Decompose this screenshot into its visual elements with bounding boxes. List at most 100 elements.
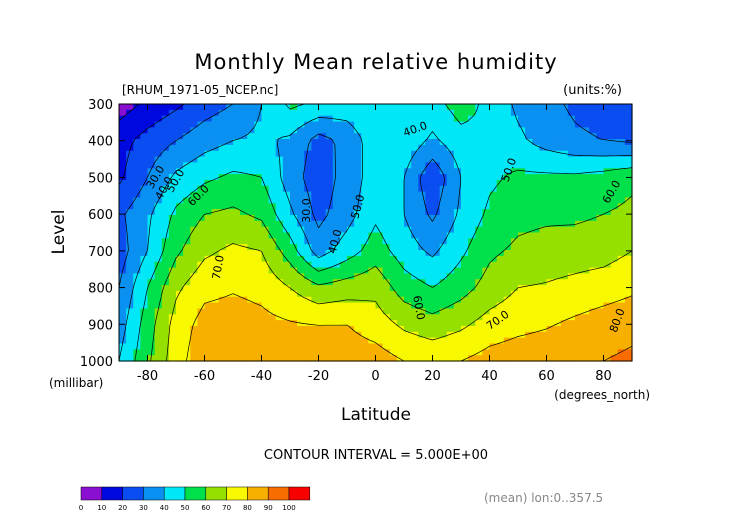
- heatmap-cell: [489, 343, 498, 350]
- heatmap-cell: [482, 267, 491, 274]
- heatmap-cell: [503, 261, 512, 269]
- heatmap-cell: [411, 197, 419, 204]
- chart-title: Monthly Mean relative humidity: [194, 50, 557, 74]
- heatmap-cell: [503, 220, 512, 228]
- heatmap-cell: [525, 150, 533, 158]
- heatmap-cell: [453, 168, 462, 175]
- heatmap-cell: [418, 226, 426, 234]
- colorbar-label: 100: [282, 504, 295, 512]
- heatmap-cell: [332, 238, 341, 245]
- heatmap-cell: [453, 191, 462, 199]
- heatmap-cell: [582, 168, 590, 175]
- heatmap-cell: [475, 255, 483, 263]
- heatmap-cell: [254, 185, 263, 193]
- heatmap-cell: [261, 273, 270, 280]
- heatmap-cell: [425, 261, 434, 269]
- heatmap-cell: [596, 232, 605, 239]
- heatmap-cell: [567, 191, 576, 199]
- heatmap-cell: [589, 296, 597, 304]
- heatmap-cell: [518, 203, 526, 210]
- heatmap-cell: [432, 162, 441, 169]
- heatmap-cell: [496, 273, 505, 280]
- heatmap-cell: [375, 285, 384, 292]
- heatmap-cell: [325, 162, 334, 169]
- heatmap-cell: [290, 325, 298, 333]
- heatmap-cell: [589, 320, 597, 327]
- heatmap-cell: [582, 302, 590, 310]
- heatmap-cell: [176, 261, 184, 269]
- heatmap-cell: [240, 104, 248, 111]
- colorbar-swatch: [205, 486, 227, 501]
- heatmap-cell: [496, 285, 505, 292]
- heatmap-cell: [510, 115, 519, 123]
- heatmap-cell: [254, 150, 263, 158]
- heatmap-cell: [425, 127, 434, 134]
- heatmap-cell: [446, 308, 455, 315]
- heatmap-cell: [510, 285, 519, 292]
- heatmap-cell: [282, 115, 291, 123]
- heatmap-cell: [361, 302, 369, 310]
- heatmap-cell: [297, 220, 305, 228]
- heatmap-cell: [275, 232, 284, 239]
- heatmap-cell: [304, 255, 312, 263]
- heatmap-cell: [525, 238, 533, 245]
- heatmap-cell: [453, 296, 462, 304]
- y-tick-label: 1000: [80, 355, 113, 370]
- heatmap-cell: [240, 127, 248, 134]
- heatmap-cell: [453, 267, 462, 274]
- heatmap-cell: [518, 127, 526, 134]
- heatmap-cell: [282, 273, 291, 280]
- heatmap-cell: [247, 355, 255, 362]
- heatmap-cell: [532, 238, 540, 245]
- heatmap-cell: [218, 314, 227, 321]
- heatmap-cell: [589, 127, 597, 134]
- heatmap-cell: [311, 343, 320, 350]
- heatmap-cell: [567, 174, 576, 181]
- heatmap-cell: [453, 244, 462, 251]
- heatmap-cell: [553, 109, 562, 117]
- heatmap-cell: [404, 168, 412, 175]
- heatmap-cell: [553, 331, 562, 339]
- heatmap-cell: [589, 232, 597, 239]
- heatmap-cell: [375, 250, 384, 257]
- heatmap-cell: [553, 255, 562, 263]
- heatmap-cell: [610, 343, 619, 350]
- heatmap-cell: [468, 104, 476, 111]
- heatmap-cell: [225, 267, 234, 274]
- colorbar-swatch: [80, 486, 103, 501]
- y-tick-label: 800: [88, 282, 113, 297]
- heatmap-cell: [126, 250, 134, 257]
- heatmap-cell: [133, 226, 141, 234]
- heatmap-cell: [261, 308, 270, 315]
- heatmap-cell: [439, 139, 448, 146]
- heatmap-cell: [446, 238, 455, 245]
- heatmap-cell: [240, 156, 248, 164]
- heatmap-cell: [126, 267, 134, 274]
- heatmap-cell: [589, 162, 597, 169]
- colorbar-swatch: [101, 486, 123, 501]
- heatmap-cell: [154, 238, 163, 245]
- heatmap-cell: [318, 179, 327, 187]
- heatmap-cell: [183, 255, 191, 263]
- heatmap-cell: [140, 156, 149, 164]
- heatmap-cell: [624, 209, 633, 216]
- heatmap-cell: [461, 331, 469, 339]
- heatmap-cell: [439, 226, 448, 234]
- heatmap-cell: [496, 255, 505, 263]
- heatmap-cell: [183, 314, 191, 321]
- heatmap-cell: [596, 209, 605, 216]
- heatmap-cell: [368, 156, 377, 164]
- heatmap-cell: [347, 290, 355, 298]
- heatmap-cell: [546, 285, 555, 292]
- heatmap-cell: [575, 133, 583, 140]
- heatmap-cell: [461, 244, 469, 251]
- heatmap-cell: [382, 296, 391, 304]
- heatmap-cell: [311, 121, 320, 128]
- heatmap-cell: [518, 220, 526, 228]
- heatmap-cell: [518, 273, 526, 280]
- heatmap-cell: [218, 331, 227, 339]
- heatmap-cell: [546, 232, 555, 239]
- heatmap-cell: [354, 109, 362, 117]
- heatmap-cell: [567, 331, 576, 339]
- heatmap-cell: [525, 337, 533, 345]
